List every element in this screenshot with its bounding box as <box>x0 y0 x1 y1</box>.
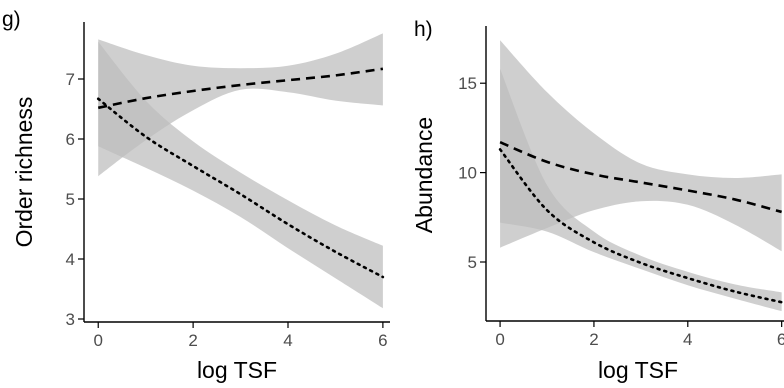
panel-g-y-tick-label: 5 <box>66 190 75 209</box>
panel-h-y-axis-title: Abundance <box>411 117 437 233</box>
panel-g-y-ticks: 3 4 5 6 7 <box>66 70 84 329</box>
panel-h: h) 0 2 4 6 5 10 15 log TSF Abundance <box>411 18 784 383</box>
panel-g-x-ticks: 0 2 4 6 <box>93 322 388 350</box>
panel-h-x-axis-title: log TSF <box>598 357 678 383</box>
panel-g-y-tick-label: 7 <box>66 70 75 89</box>
panel-h-line-dashed <box>499 141 782 214</box>
panel-h-y-tick-label: 15 <box>458 74 477 93</box>
panel-g-x-tick-label: 2 <box>188 331 197 350</box>
panel-g-y-tick-label: 6 <box>66 130 75 149</box>
panel-h-x-tick-label: 6 <box>777 330 784 349</box>
panel-g-y-axis-title: Order richness <box>11 97 37 248</box>
panel-g-band-dashed <box>98 33 383 177</box>
panel-g-y-tick-label: 4 <box>66 250 75 269</box>
panel-g-y-tick-label: 3 <box>66 310 75 329</box>
panel-label-h: h) <box>414 18 433 41</box>
panel-h-x-ticks: 0 2 4 6 <box>495 321 784 349</box>
panel-g-x-tick-label: 6 <box>378 331 387 350</box>
panel-label-g: g) <box>2 8 21 31</box>
panel-g-band-dotted <box>98 41 383 309</box>
panel-h-y-tick-label: 5 <box>468 253 477 272</box>
panel-h-y-tick-label: 10 <box>458 164 477 183</box>
panel-h-x-tick-label: 4 <box>683 330 692 349</box>
panel-g: g) 0 2 4 6 3 4 5 6 7 log TSF Order richness <box>2 8 390 383</box>
panel-g-x-axis-title: log TSF <box>197 357 277 383</box>
panel-g-bands <box>98 33 383 309</box>
panel-h-x-tick-label: 0 <box>495 330 504 349</box>
panel-g-line-dashed <box>97 67 384 110</box>
panel-g-x-tick-label: 4 <box>283 331 292 350</box>
panel-h-bands <box>500 40 782 312</box>
panel-h-x-tick-label: 2 <box>589 330 598 349</box>
panel-g-lines <box>96 67 385 279</box>
panel-g-x-tick-label: 0 <box>93 331 102 350</box>
panel-g-line-dotted <box>96 97 385 279</box>
panel-h-line-dotted <box>498 148 783 304</box>
panel-h-band-dashed <box>500 40 782 252</box>
panel-h-lines <box>498 141 783 304</box>
panel-h-y-ticks: 5 10 15 <box>458 74 486 272</box>
